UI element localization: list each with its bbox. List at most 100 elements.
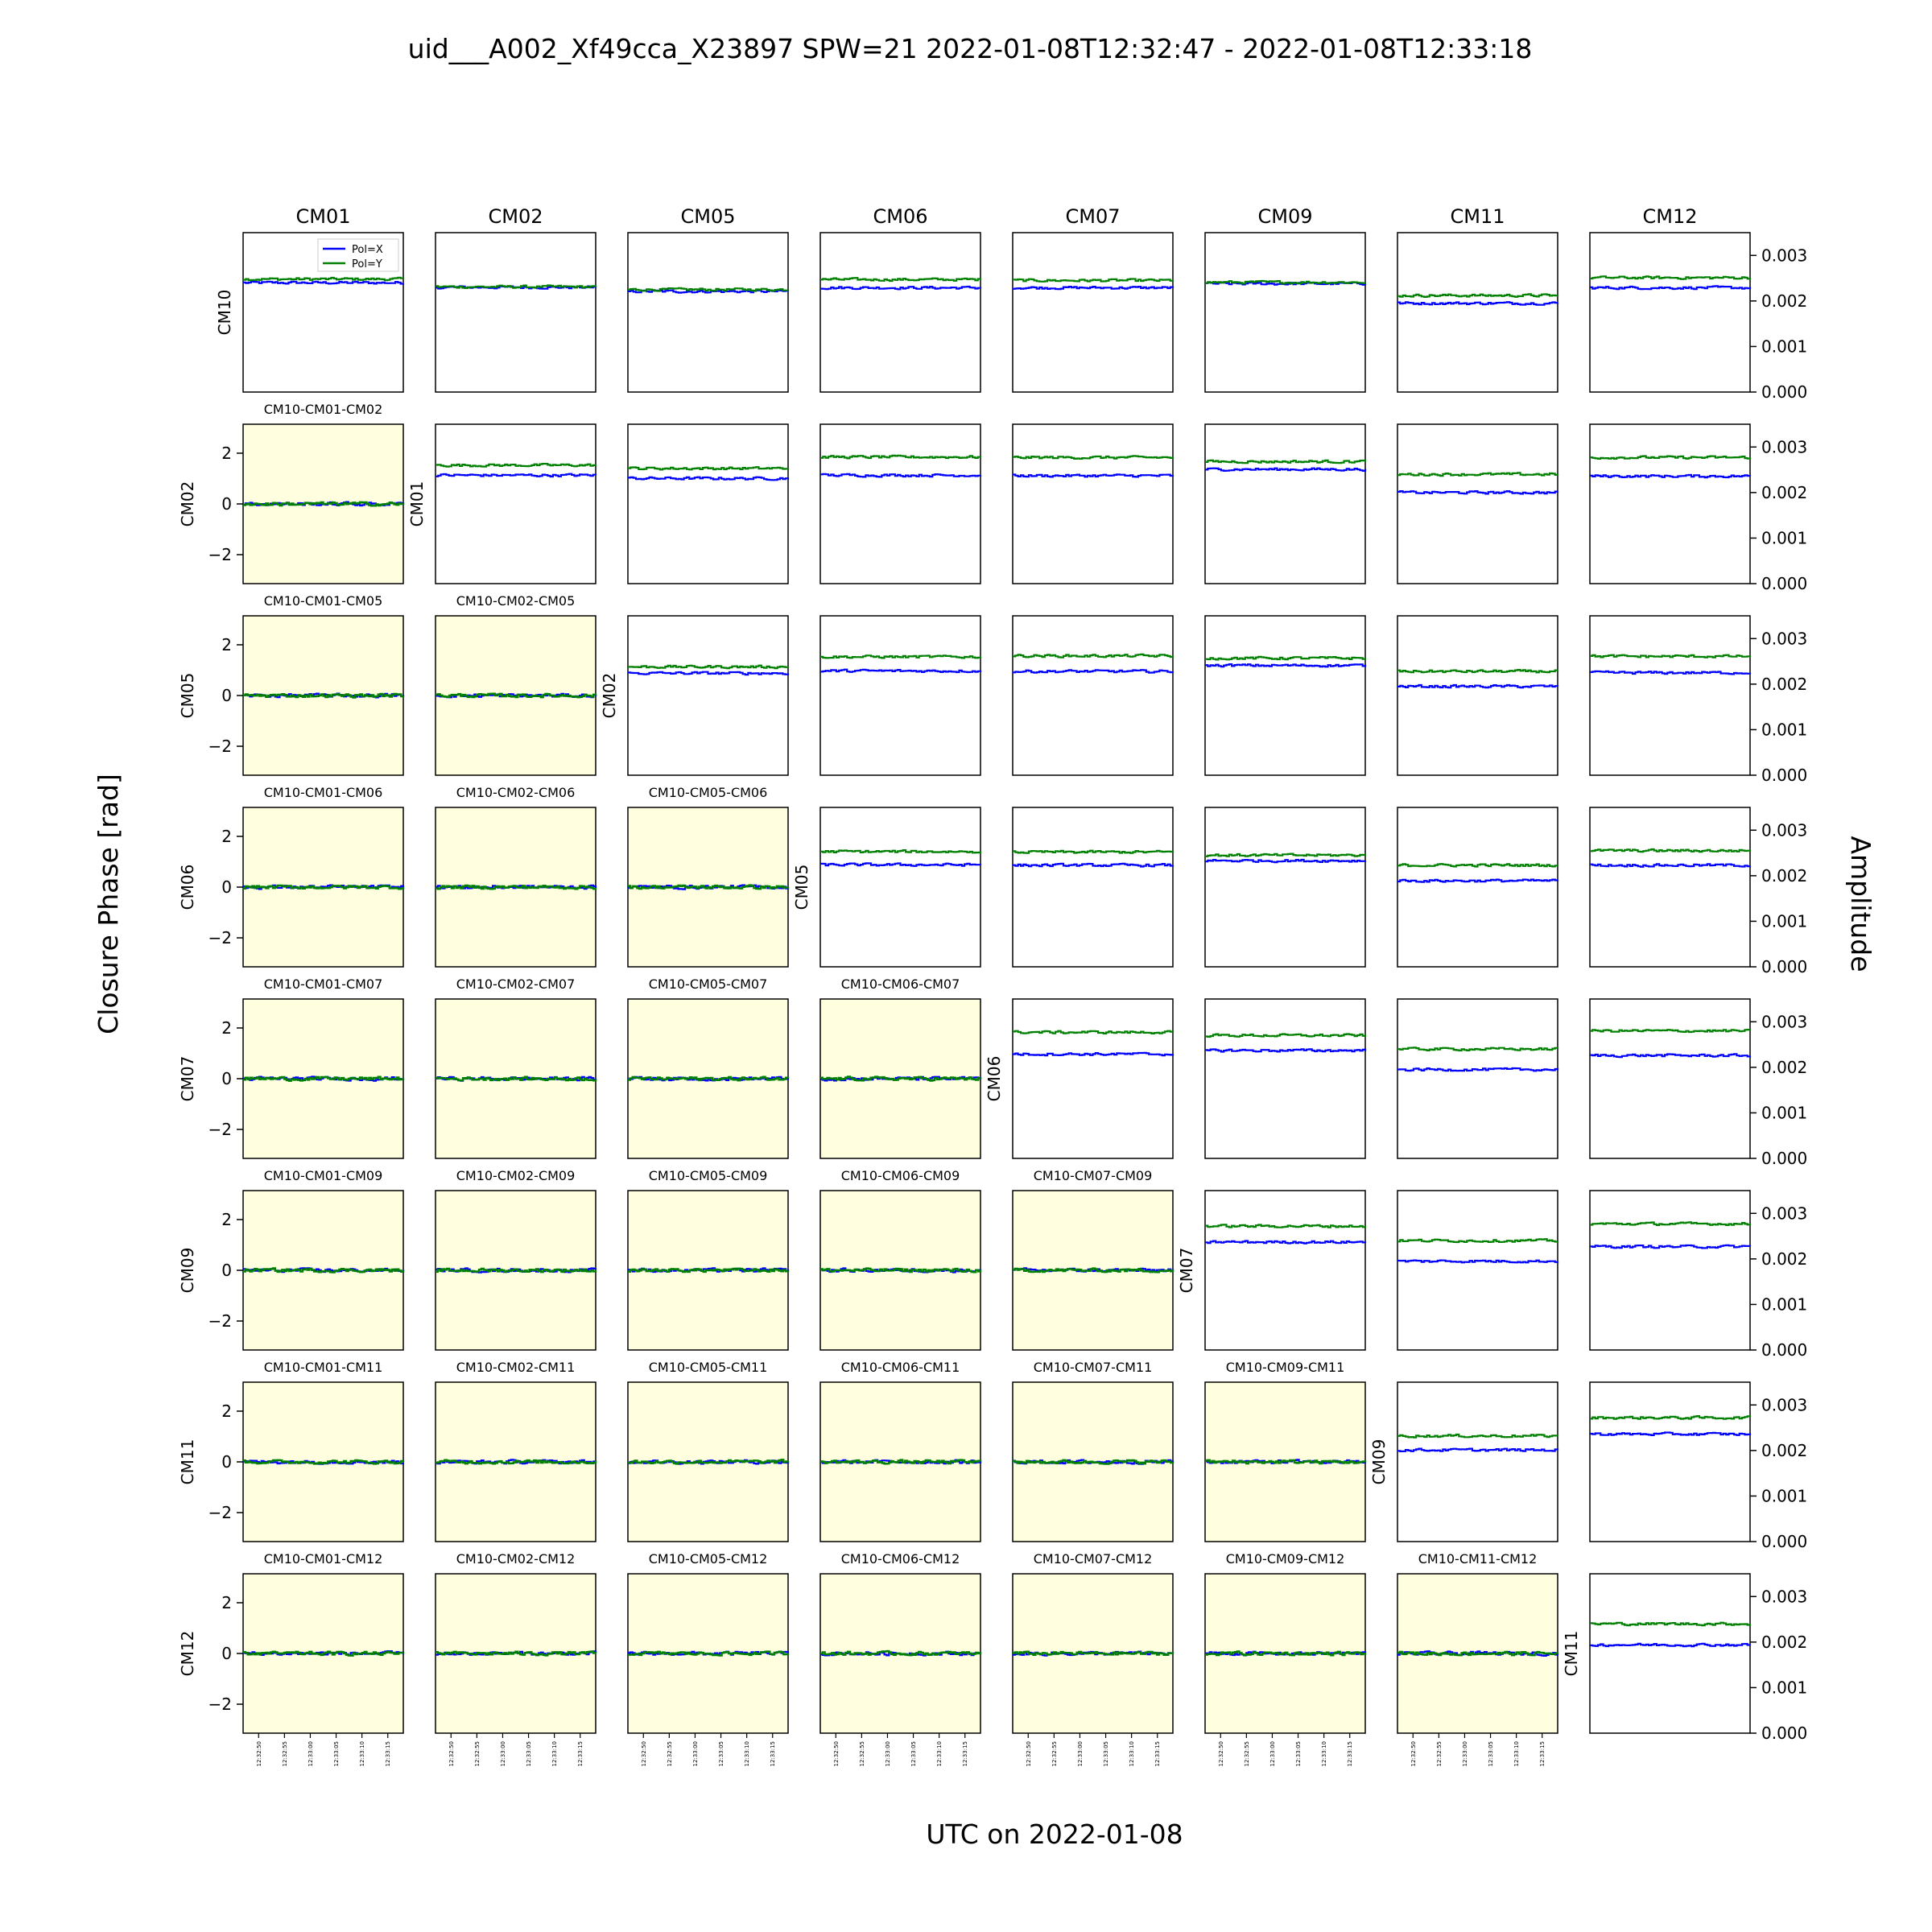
time-tick-label: 12:33:00: [692, 1741, 699, 1766]
closure-triangle-title: CM10-CM02-CM06: [456, 785, 576, 800]
time-tick-label: 12:33:05: [1295, 1741, 1302, 1766]
time-tick-label: 12:32:55: [667, 1741, 673, 1766]
time-tick-label: 12:33:10: [551, 1741, 558, 1766]
legend-entry-poly: Pol=Y: [352, 258, 382, 270]
time-tick-label: 12:33:05: [1488, 1741, 1494, 1766]
amplitude-tick-label: 0.001: [1761, 528, 1807, 547]
polx-amplitude-line: [1205, 663, 1367, 668]
amplitude-panel: CM07: [1177, 1190, 1367, 1351]
time-tick-label: 12:32:50: [833, 1741, 840, 1766]
closure-triangle-title: CM10-CM05-CM12: [649, 1551, 768, 1567]
phase-tick-label: −2: [208, 928, 232, 947]
amplitude-panel-frame: [1012, 423, 1174, 584]
column-header-cm06: CM06: [873, 205, 927, 228]
time-tick-label: 12:33:15: [770, 1741, 776, 1766]
phase-tick-label: 0: [221, 1069, 232, 1088]
amplitude-tick-label: 0.003: [1761, 437, 1807, 456]
amplitude-tick-label: 0.002: [1761, 866, 1807, 886]
row-label: CM09: [178, 1248, 197, 1294]
right-y-axis-label: Amplitude: [1845, 836, 1876, 972]
polx-amplitude-line: [1013, 1051, 1174, 1057]
amplitude-panel: [1204, 232, 1367, 393]
poly-amplitude-line: [1013, 849, 1174, 854]
time-tick-label: 12:33:05: [526, 1741, 532, 1766]
time-tick-label: 12:33:05: [718, 1741, 724, 1766]
poly-amplitude-line: [1205, 655, 1367, 661]
amplitude-panel-frame: [1589, 1573, 1751, 1734]
closure-triangle-title: CM10-CM02-CM05: [456, 593, 576, 609]
poly-phase-line: [436, 1459, 597, 1465]
time-tick-label: 12:33:05: [910, 1741, 917, 1766]
amplitude-panel: CM06: [985, 998, 1174, 1159]
time-tick-label: 12:32:50: [256, 1741, 262, 1766]
time-axis: 12:32:50 12:32:55 12:33:00 12:33:05 12:33:10…: [1026, 1733, 1161, 1766]
poly-amplitude-line: [1205, 1033, 1367, 1038]
time-tick-label: 12:32:55: [1436, 1741, 1443, 1766]
amplitude-panel-frame: [1204, 615, 1366, 776]
amplitude-panel-frame: [1589, 615, 1751, 776]
amplitude-panel: [1397, 1190, 1559, 1351]
row-label: CM02: [600, 673, 619, 719]
polx-amplitude-line: [243, 280, 405, 285]
poly-phase-line: [243, 1267, 405, 1274]
time-tick-label: 12:33:00: [500, 1741, 506, 1766]
amplitude-panel: [1397, 807, 1559, 968]
legend-frame: [317, 238, 399, 272]
time-tick-label: 12:32:55: [474, 1741, 481, 1766]
time-tick-label: 12:33:10: [359, 1741, 365, 1766]
amplitude-tick-label: 0.003: [1761, 1203, 1807, 1223]
poly-phase-line: [628, 1075, 790, 1082]
time-tick-label: 12:33:10: [1321, 1741, 1327, 1766]
amplitude-tick-label: 0.002: [1761, 1441, 1807, 1460]
polx-amplitude-line: [820, 473, 982, 478]
time-axis: 12:32:50 12:32:55 12:33:00 12:33:05 12:33:10…: [1218, 1733, 1353, 1766]
poly-phase-line: [436, 692, 597, 699]
closure-triangle-title: CM10-CM01-CM07: [264, 976, 383, 992]
poly-amplitude-line: [1590, 1415, 1752, 1420]
amplitude-panel: [1204, 998, 1367, 1159]
polx-amplitude-line: [628, 476, 790, 481]
phase-tick-label: 2: [221, 444, 232, 463]
poly-phase-line: [436, 884, 597, 890]
polx-phase-line: [628, 1267, 790, 1274]
poly-amplitude-line: [1590, 1621, 1752, 1627]
polx-amplitude-line: [1205, 858, 1367, 864]
poly-amplitude-line: [1205, 1224, 1367, 1228]
amplitude-tick-label: 0.003: [1761, 820, 1807, 840]
column-header-cm07: CM07: [1065, 205, 1120, 228]
row-label: CM01: [407, 481, 427, 527]
polx-amplitude-line: [1397, 1259, 1559, 1264]
closure-phase-panel: CM10-CM05-CM11: [627, 1360, 790, 1542]
poly-amplitude-line: [1397, 1238, 1559, 1244]
polx-amplitude-line: [1397, 490, 1559, 495]
poly-phase-line: [628, 1459, 790, 1465]
amplitude-panel: CM02: [600, 615, 790, 776]
amplitude-tick-label: 0.001: [1761, 720, 1807, 739]
time-tick-label: 12:33:10: [936, 1741, 943, 1766]
amplitude-tick-label: 0.001: [1761, 1486, 1807, 1505]
poly-phase-line: [820, 1459, 982, 1465]
polx-amplitude-line: [1013, 473, 1174, 478]
poly-phase-line: [1013, 1650, 1174, 1656]
polx-amplitude-line: [1590, 670, 1752, 675]
amplitude-panel: 0.000 0.001 0.002 0.003: [1589, 1190, 1807, 1360]
time-tick-label: 12:33:10: [1513, 1741, 1520, 1766]
amplitude-panel: [1012, 615, 1174, 776]
closure-phase-panel: CM10-CM06-CM09: [819, 1168, 982, 1351]
row-label: CM06: [178, 865, 197, 910]
amplitude-panel-frame: [435, 232, 597, 393]
closure-phase-panel: CM10-CM02-CM09: [435, 1168, 597, 1351]
time-tick-label: 12:32:50: [1410, 1741, 1417, 1766]
closure-triangle-title: CM10-CM05-CM11: [649, 1360, 768, 1375]
closure-triangle-title: CM10-CM05-CM07: [649, 976, 768, 992]
phase-tick-label: 0: [221, 877, 232, 897]
phase-tick-label: −2: [208, 1695, 232, 1714]
polx-amplitude-line: [1590, 285, 1752, 291]
phase-tick-label: −2: [208, 545, 232, 564]
amplitude-tick-label: 0.000: [1761, 1724, 1807, 1743]
amplitude-panel-frame: [1204, 232, 1366, 393]
closure-phase-panel: CM10-CM02-CM06: [435, 785, 597, 968]
time-tick-label: 12:32:50: [1026, 1741, 1032, 1766]
amplitude-panel: [1012, 807, 1174, 968]
closure-triangle-title: CM10-CM09-CM11: [1226, 1360, 1345, 1375]
